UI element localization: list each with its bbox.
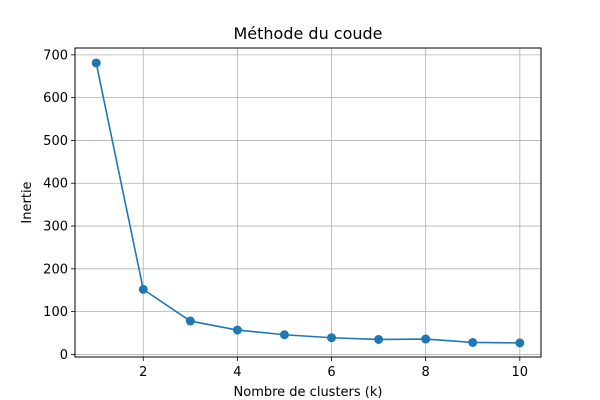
data-point xyxy=(232,325,242,335)
y-tick-label: 0 xyxy=(60,348,68,363)
grid-lines xyxy=(75,48,541,357)
series-layer xyxy=(91,58,525,348)
x-tick-label: 6 xyxy=(327,365,335,380)
data-point xyxy=(185,316,195,326)
y-tick-label: 300 xyxy=(43,220,68,235)
data-point xyxy=(421,334,431,344)
y-tick-label: 200 xyxy=(43,262,68,277)
y-tick-label: 700 xyxy=(43,48,68,63)
data-point xyxy=(327,333,337,343)
x-tick-label: 10 xyxy=(512,365,529,380)
data-point xyxy=(468,337,478,347)
y-tick-label: 100 xyxy=(43,305,68,320)
data-point xyxy=(91,58,101,68)
data-point xyxy=(138,284,148,294)
data-point xyxy=(515,338,525,348)
series-line xyxy=(95,62,520,344)
data-point xyxy=(279,330,289,340)
plot-frame xyxy=(74,47,542,358)
x-tick-label: 4 xyxy=(233,365,241,380)
y-tick-label: 600 xyxy=(43,91,68,106)
chart-title: Méthode du coude xyxy=(233,24,382,43)
y-tick-label: 400 xyxy=(43,177,68,192)
x-tick-label: 2 xyxy=(139,365,147,380)
x-tick-label: 8 xyxy=(422,365,430,380)
x-axis-label: Nombre de clusters (k) xyxy=(234,385,383,400)
y-tick-label: 500 xyxy=(43,134,68,149)
y-axis-label: Inertie xyxy=(20,181,35,223)
data-point xyxy=(374,334,384,344)
